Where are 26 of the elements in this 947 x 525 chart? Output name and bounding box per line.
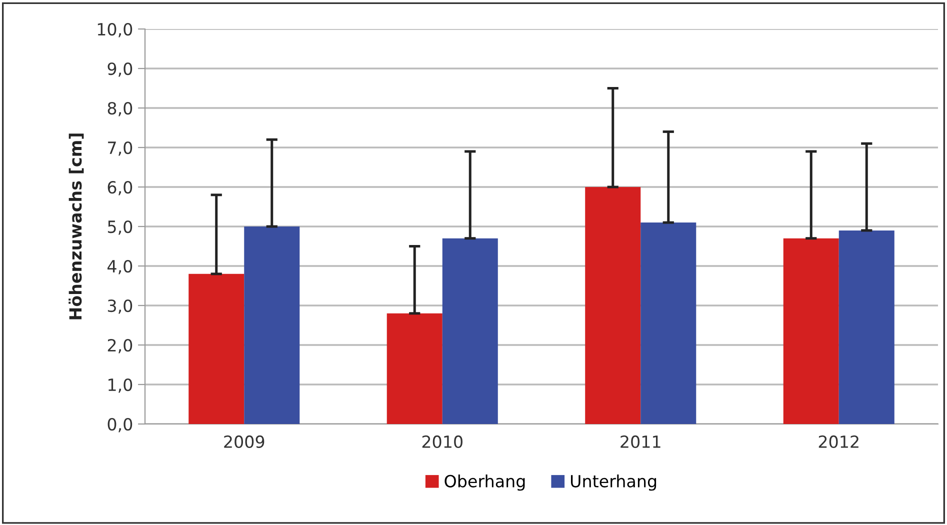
- legend-label: Oberhang: [444, 474, 525, 491]
- y-tick-label: 4,0: [108, 260, 132, 274]
- bar: [783, 238, 839, 424]
- y-tick-label: 1,0: [108, 378, 132, 393]
- x-tick-label: 2012: [818, 435, 858, 448]
- bar: [386, 313, 442, 424]
- bar: [188, 274, 244, 424]
- bar: [442, 238, 498, 424]
- y-tick-label: 2,0: [108, 338, 132, 354]
- bar: [838, 230, 894, 424]
- y-tick-label: 9,0: [108, 62, 132, 77]
- x-tick-label: 2009: [224, 435, 264, 448]
- bar: [244, 226, 300, 424]
- bar: [640, 222, 696, 424]
- bar: [585, 187, 641, 424]
- y-axis-title: Höhenzuwachs [cm]: [68, 134, 84, 320]
- y-tick-label: 7,0: [108, 141, 132, 156]
- y-tick-label: 6,0: [108, 180, 132, 196]
- y-tick-label: 0,0: [108, 418, 132, 432]
- x-tick-label: 2011: [620, 435, 660, 448]
- x-tick-label: 2010: [422, 435, 462, 448]
- y-tick-label: 10,0: [98, 22, 132, 38]
- y-tick-label: 5,0: [108, 220, 132, 235]
- y-tick-label: 8,0: [108, 102, 132, 116]
- y-tick-label: 3,0: [108, 299, 132, 314]
- legend-label: Unterhang: [570, 474, 656, 491]
